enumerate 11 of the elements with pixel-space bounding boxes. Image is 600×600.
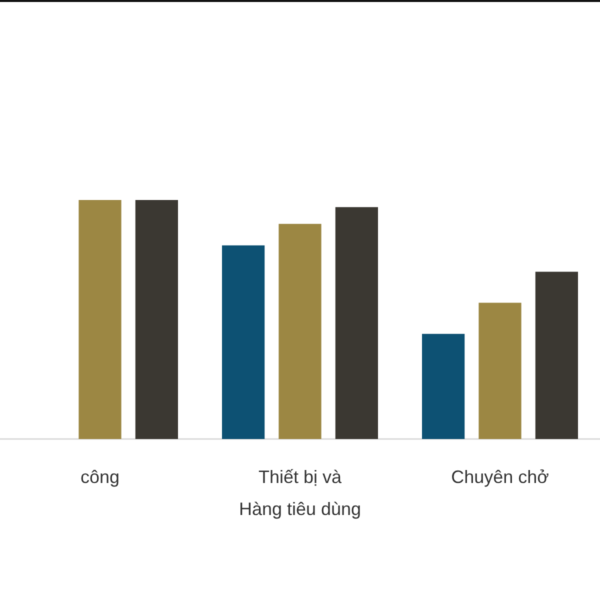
- x-tick-label: Chuyên chở: [451, 467, 550, 487]
- x-tick-label: Thiết bị và Hàng tiêu dùng: [238, 467, 362, 519]
- bar: [335, 207, 378, 439]
- x-tick-label: công: [80, 467, 120, 487]
- bar: [78, 200, 122, 439]
- bar: [478, 302, 522, 439]
- bar: [278, 224, 322, 439]
- bar: [135, 200, 178, 439]
- bar: [222, 245, 265, 439]
- bar: [422, 334, 465, 439]
- bar: [535, 272, 578, 439]
